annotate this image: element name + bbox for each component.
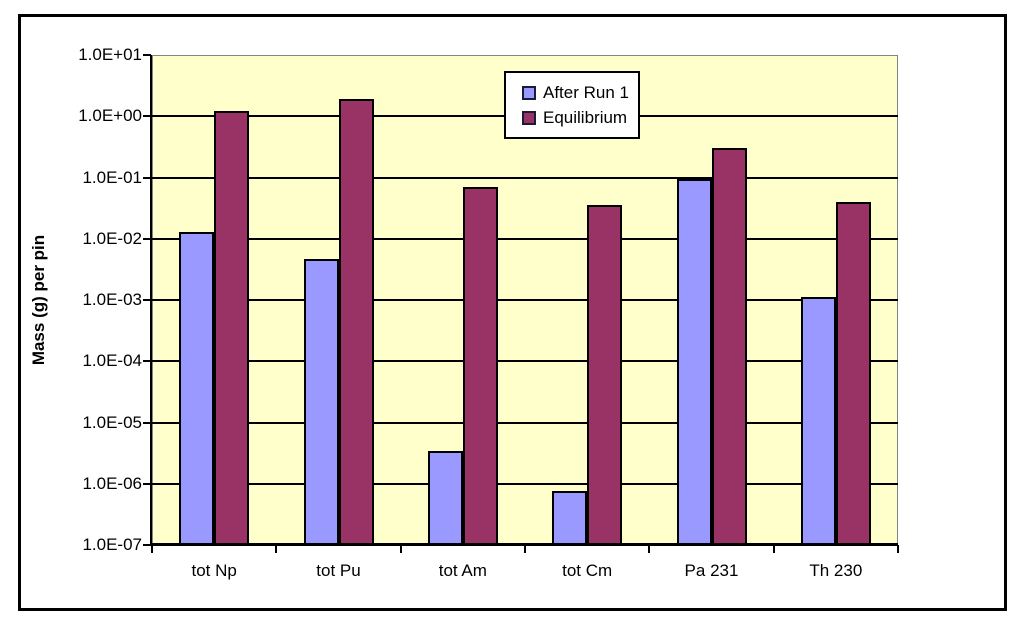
legend-item: Equilibrium	[522, 107, 638, 127]
y-axis-line	[150, 55, 152, 545]
x-tick	[399, 545, 402, 553]
chart-bar	[462, 186, 498, 545]
y-gridline	[152, 421, 898, 424]
chart-bar	[676, 178, 712, 545]
legend-label: Equilibrium	[543, 107, 628, 127]
x-category-label: tot Np	[191, 561, 237, 580]
y-tick	[143, 299, 151, 301]
x-tick	[151, 545, 153, 553]
y-tick	[143, 115, 151, 118]
y-tick-label: 1.0E-02	[82, 228, 142, 248]
chart-bar	[427, 451, 463, 545]
y-tick-label: 1.0E-06	[82, 473, 142, 493]
x-category-label: tot Cm	[562, 561, 613, 580]
chart-bar	[338, 99, 374, 545]
y-gridline	[152, 176, 898, 179]
chart-bar	[214, 111, 250, 545]
y-tick	[143, 360, 151, 363]
x-tick	[524, 545, 526, 553]
y-tick-label: 1.0E-05	[82, 412, 142, 432]
y-tick	[143, 421, 151, 424]
y-axis-title: Mass (g) per pin	[29, 234, 48, 366]
x-category-label: Th 230	[809, 561, 863, 580]
x-tick	[275, 545, 278, 553]
y-gridline	[152, 360, 898, 363]
x-tick	[897, 545, 899, 553]
y-tick	[143, 237, 151, 240]
y-tick-label: 1.0E-04	[82, 351, 142, 371]
y-gridline	[152, 237, 898, 240]
x-category-label: tot Am	[438, 561, 487, 580]
y-tick-label: 1.0E+01	[78, 45, 142, 64]
x-tick	[772, 545, 775, 553]
legend-swatch-icon	[522, 85, 536, 100]
y-tick	[143, 544, 151, 546]
y-tick-label: 1.0E-03	[82, 290, 142, 309]
y-tick-label: 1.0E-07	[82, 535, 142, 554]
x-axis-line	[150, 543, 898, 546]
legend-swatch-icon	[522, 110, 536, 125]
chart-bar	[303, 259, 339, 545]
x-category-label: Pa 231	[684, 561, 739, 580]
legend-item: After Run 1	[522, 82, 638, 102]
legend: After Run 1 Equilibrium	[504, 71, 640, 139]
y-gridline	[152, 482, 898, 485]
x-category-label: tot Pu	[316, 561, 361, 580]
y-gridline	[152, 299, 898, 301]
y-tick-label: 1.0E+00	[78, 106, 142, 126]
legend-label: After Run 1	[543, 82, 629, 102]
y-tick	[143, 54, 151, 56]
chart-bar	[179, 231, 215, 545]
y-tick	[143, 482, 151, 485]
chart-bar	[835, 201, 871, 545]
y-tick	[143, 176, 151, 179]
chart-bar	[800, 297, 836, 545]
x-tick	[648, 545, 651, 553]
chart-bar	[587, 204, 623, 545]
chart-bar	[552, 491, 588, 545]
y-tick-label: 1.0E-01	[82, 167, 142, 187]
chart-bar	[711, 148, 747, 545]
